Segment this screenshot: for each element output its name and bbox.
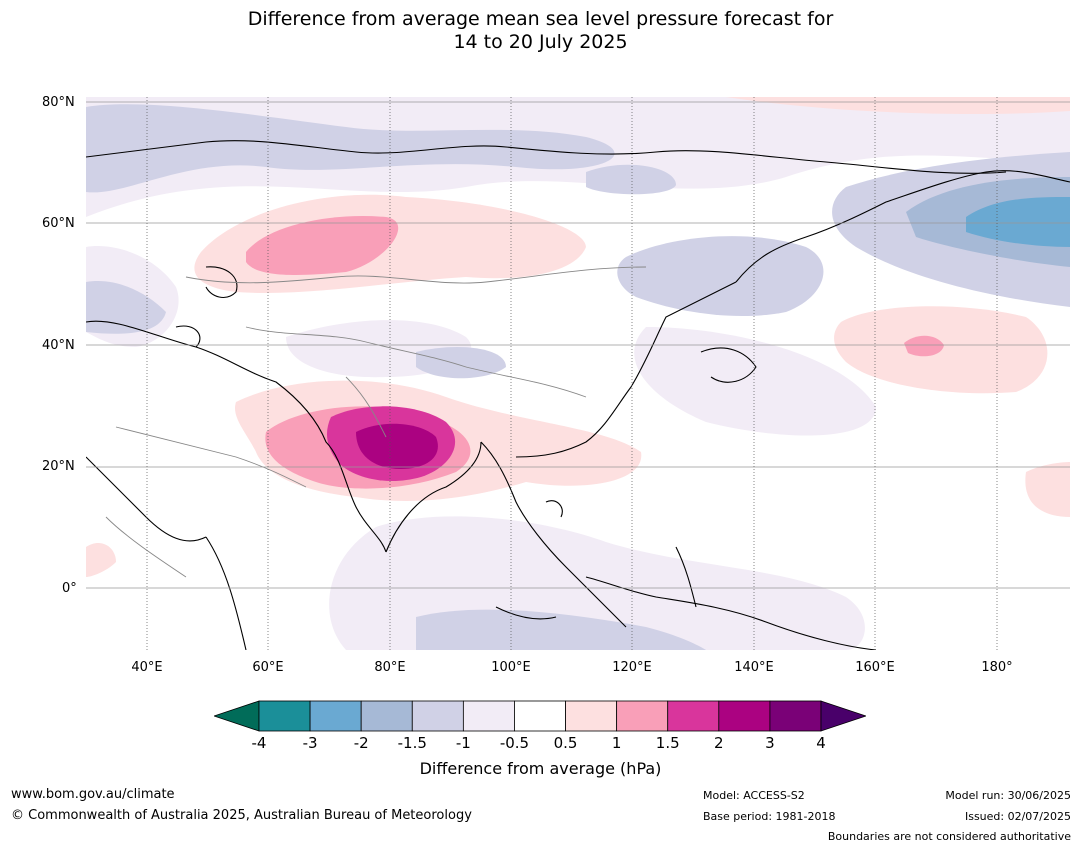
- colorbar-arrow-low: [214, 700, 260, 732]
- field-eastasia-blue: [617, 236, 824, 317]
- colorbar-tick-label: 0.5: [553, 734, 578, 752]
- lat-label-60n: 60°N: [42, 216, 75, 231]
- lat-label-80n: 80°N: [42, 95, 75, 110]
- base-period-text: Base period: 1981-2018: [703, 810, 836, 823]
- graticule: [86, 97, 1070, 650]
- lon-label-60e: 60°E: [252, 660, 284, 675]
- lon-label-120e: 120°E: [612, 660, 652, 675]
- colorbar-tick-label: 4: [816, 734, 826, 752]
- disclaimer-text: Boundaries are not considered authoritat…: [827, 830, 1071, 843]
- colorbar-box: [309, 700, 362, 732]
- pressure-anomaly-map: [86, 97, 1070, 650]
- colorbar-arrow-high: [820, 700, 866, 732]
- colorbar-box: [667, 700, 720, 732]
- website-link[interactable]: www.bom.gov.au/climate: [11, 787, 175, 802]
- field-africa-pink: [86, 542, 116, 577]
- colorbar-tick-label: -1.5: [397, 734, 427, 752]
- colorbar-boxes: [214, 700, 866, 732]
- colorbar-tick-label: 1: [611, 734, 622, 752]
- model-text: Model: ACCESS-S2: [703, 789, 805, 802]
- lat-label-40n: 40°N: [42, 338, 75, 353]
- field-siberia-pink-core: [246, 216, 399, 275]
- title-line-2: 14 to 20 July 2025: [453, 31, 628, 53]
- colorbar-box: [565, 700, 618, 732]
- field-arctic-pink: [726, 97, 1070, 115]
- colorbar-tick-label: 2: [714, 734, 724, 752]
- field-india-core: [356, 423, 438, 469]
- field-tibet-blue: [416, 347, 506, 379]
- coastlines: [86, 140, 1070, 650]
- colorbar-tick-label: -3: [302, 734, 318, 752]
- country-borders: [105, 266, 647, 578]
- field-spac-pink: [1025, 462, 1070, 517]
- field-siberia-blue: [586, 164, 676, 195]
- colorbar-tick-label: -0.5: [499, 734, 530, 752]
- anomaly-fields: [86, 97, 1070, 650]
- field-europe-blue: [86, 281, 166, 334]
- colorbar-tick-label: -1: [455, 734, 471, 752]
- website-link-text[interactable]: www.bom.gov.au/climate: [11, 787, 175, 802]
- colorbar-tick-label: 3: [765, 734, 775, 752]
- colorbar-box: [514, 700, 566, 732]
- lon-label-160e: 160°E: [855, 660, 895, 675]
- lon-label-40e: 40°E: [131, 660, 163, 675]
- issued-text: Issued: 02/07/2025: [964, 810, 1071, 823]
- colorbar-box: [718, 700, 771, 732]
- lat-label-20n: 20°N: [42, 459, 75, 474]
- field-bering-core: [966, 197, 1070, 247]
- field-npac-core: [904, 335, 944, 357]
- colorbar-box: [258, 700, 311, 732]
- colorbar-label: Difference from average (hPa): [419, 759, 662, 778]
- colorbar-box: [411, 700, 464, 732]
- colorbar-tick-label: 1.5: [655, 734, 680, 752]
- colorbar-box: [360, 700, 413, 732]
- field-tropics-blue: [416, 609, 706, 650]
- lon-label-80e: 80°E: [374, 660, 406, 675]
- copyright-text: © Commonwealth of Australia 2025, Austra…: [11, 808, 472, 823]
- field-arctic-blue: [86, 104, 615, 193]
- title-line-1: Difference from average mean sea level p…: [247, 8, 834, 30]
- colorbar: [214, 700, 866, 732]
- lon-label-140e: 140°E: [734, 660, 774, 675]
- colorbar-tick-label: -2: [353, 734, 369, 752]
- field-wpac-lilac: [634, 327, 876, 436]
- model-run-text: Model run: 30/06/2025: [945, 789, 1071, 802]
- chart-title: Difference from average mean sea level p…: [0, 8, 1081, 54]
- colorbar-box: [462, 700, 515, 732]
- map-panel: [86, 97, 1070, 650]
- lat-label-0: 0°: [62, 581, 77, 596]
- lon-label-180: 180°: [981, 660, 1013, 675]
- colorbar-tick-label: -4: [251, 734, 267, 752]
- lon-label-100e: 100°E: [491, 660, 531, 675]
- colorbar-box: [769, 700, 822, 732]
- colorbar-box: [616, 700, 669, 732]
